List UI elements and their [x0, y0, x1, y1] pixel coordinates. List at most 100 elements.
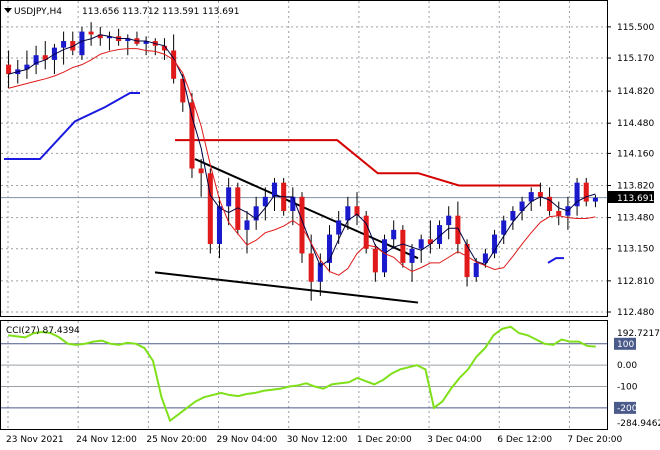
cci-min-label: -284.9462: [617, 419, 660, 429]
candle-body: [171, 50, 177, 79]
support-step-line: [547, 257, 564, 264]
ma-fast-line: [8, 34, 596, 267]
time-tick-label: 3 Dec 04:00: [427, 435, 482, 445]
price-tick-label: 115.170: [617, 54, 654, 64]
price-tick-label: 113.480: [617, 214, 654, 224]
candle-body: [336, 220, 342, 235]
lower-trendline: [154, 271, 419, 304]
candle-body: [592, 197, 598, 202]
time-tick-label: 29 Nov 04:00: [217, 435, 278, 445]
candle-body: [547, 196, 553, 211]
time-tick-label: 25 Nov 20:00: [146, 435, 207, 445]
candle-body: [391, 229, 397, 240]
symbol-label: USDJPY,H4: [14, 7, 62, 17]
cci-label: CCI(27) 87.4394: [6, 326, 80, 336]
dropdown-arrow-icon[interactable]: [4, 8, 12, 13]
candle-body: [70, 41, 76, 51]
indicator-panel-frame: [0, 320, 608, 430]
candle-body: [409, 248, 415, 263]
time-tick-label: 1 Dec 20:00: [357, 435, 412, 445]
time-tick-label: 23 Nov 2021: [6, 435, 64, 445]
candle-body: [519, 201, 525, 211]
candle-body: [161, 45, 167, 51]
ohlc-label: 113.656 113.712 113.591 113.691: [82, 7, 239, 17]
candle-body: [372, 248, 378, 273]
candle-body: [492, 234, 498, 254]
cci-max-label: 192.7217: [617, 329, 660, 339]
candle-body: [143, 41, 149, 44]
price-tick-label: 113.150: [617, 245, 654, 255]
candle-body: [97, 34, 103, 39]
cci-level-box: [614, 337, 636, 350]
price-tick-label: 114.160: [617, 149, 654, 159]
ma-slow-line: [8, 48, 596, 276]
candle-body: [427, 239, 433, 245]
candle-body: [271, 182, 278, 197]
candle-body: [574, 182, 580, 207]
candle-body: [583, 182, 589, 202]
candle-body: [290, 196, 296, 211]
candle-body: [235, 187, 241, 230]
support-step-line: [4, 91, 140, 161]
candle-body: [189, 102, 195, 169]
candle-body: [528, 192, 534, 202]
candle-body: [317, 262, 323, 282]
candle-body: [226, 187, 232, 207]
candle-body: [33, 55, 39, 65]
price-tick-label: 113.820: [617, 181, 654, 191]
cci-level-label: -200: [617, 404, 638, 414]
cci-panel: 100 0.00 -100 -200: [1, 325, 638, 423]
price-tick-label: 112.480: [617, 308, 654, 318]
current-price-label: 113.691: [617, 194, 654, 204]
candle-body: [382, 239, 388, 273]
candle-body: [418, 239, 424, 249]
price-tick-label: 114.820: [617, 87, 654, 97]
price-axis: 115.500 115.170 114.820 114.480 114.160 113.8…: [607, 23, 654, 318]
cci-level-label: 100: [617, 340, 634, 350]
time-tick-label: 7 Dec 20:00: [567, 435, 622, 445]
candle-body: [510, 210, 516, 221]
cci-level-label: 0.00: [617, 361, 637, 371]
candle-body: [537, 192, 543, 197]
candle-body: [198, 168, 204, 174]
candle-body: [501, 220, 507, 235]
time-tick-label: 6 Dec 12:00: [497, 435, 552, 445]
time-tick-label: 30 Nov 12:00: [287, 435, 348, 445]
candle-body: [244, 220, 250, 230]
current-price-box: [608, 191, 654, 203]
cci-line: [8, 325, 596, 423]
candle-body: [464, 244, 470, 278]
candle-body: [299, 196, 305, 254]
candle-body: [42, 55, 48, 60]
candle-body: [326, 234, 333, 263]
candle-body: [180, 78, 186, 103]
price-tick-label: 115.500: [617, 23, 654, 33]
cci-level-label: -100: [617, 383, 638, 393]
overlays: [1, 91, 607, 304]
price-tick-label: 114.480: [617, 119, 654, 129]
candle-body: [455, 215, 461, 245]
cci-level-box: [614, 401, 636, 414]
candle-body: [345, 206, 351, 221]
candle-body: [253, 206, 259, 221]
candle-body: [24, 64, 30, 70]
candle-body: [216, 206, 222, 245]
candle-body: [354, 206, 360, 216]
time-tick-label: 24 Nov 12:00: [76, 435, 137, 445]
upper-trendline: [194, 158, 419, 260]
candle-body: [207, 173, 213, 245]
candle-body: [125, 38, 131, 42]
candle-body: [61, 41, 67, 48]
candle-body: [437, 225, 443, 245]
candle-body: [308, 253, 314, 282]
price-panel-frame: [0, 0, 608, 317]
candle-body: [88, 31, 94, 35]
candle-body: [446, 215, 452, 226]
candle-body: [262, 196, 268, 207]
candle-body: [473, 262, 479, 278]
candle-body: [482, 253, 488, 263]
candle-body: [6, 64, 12, 75]
candles: [6, 22, 598, 301]
